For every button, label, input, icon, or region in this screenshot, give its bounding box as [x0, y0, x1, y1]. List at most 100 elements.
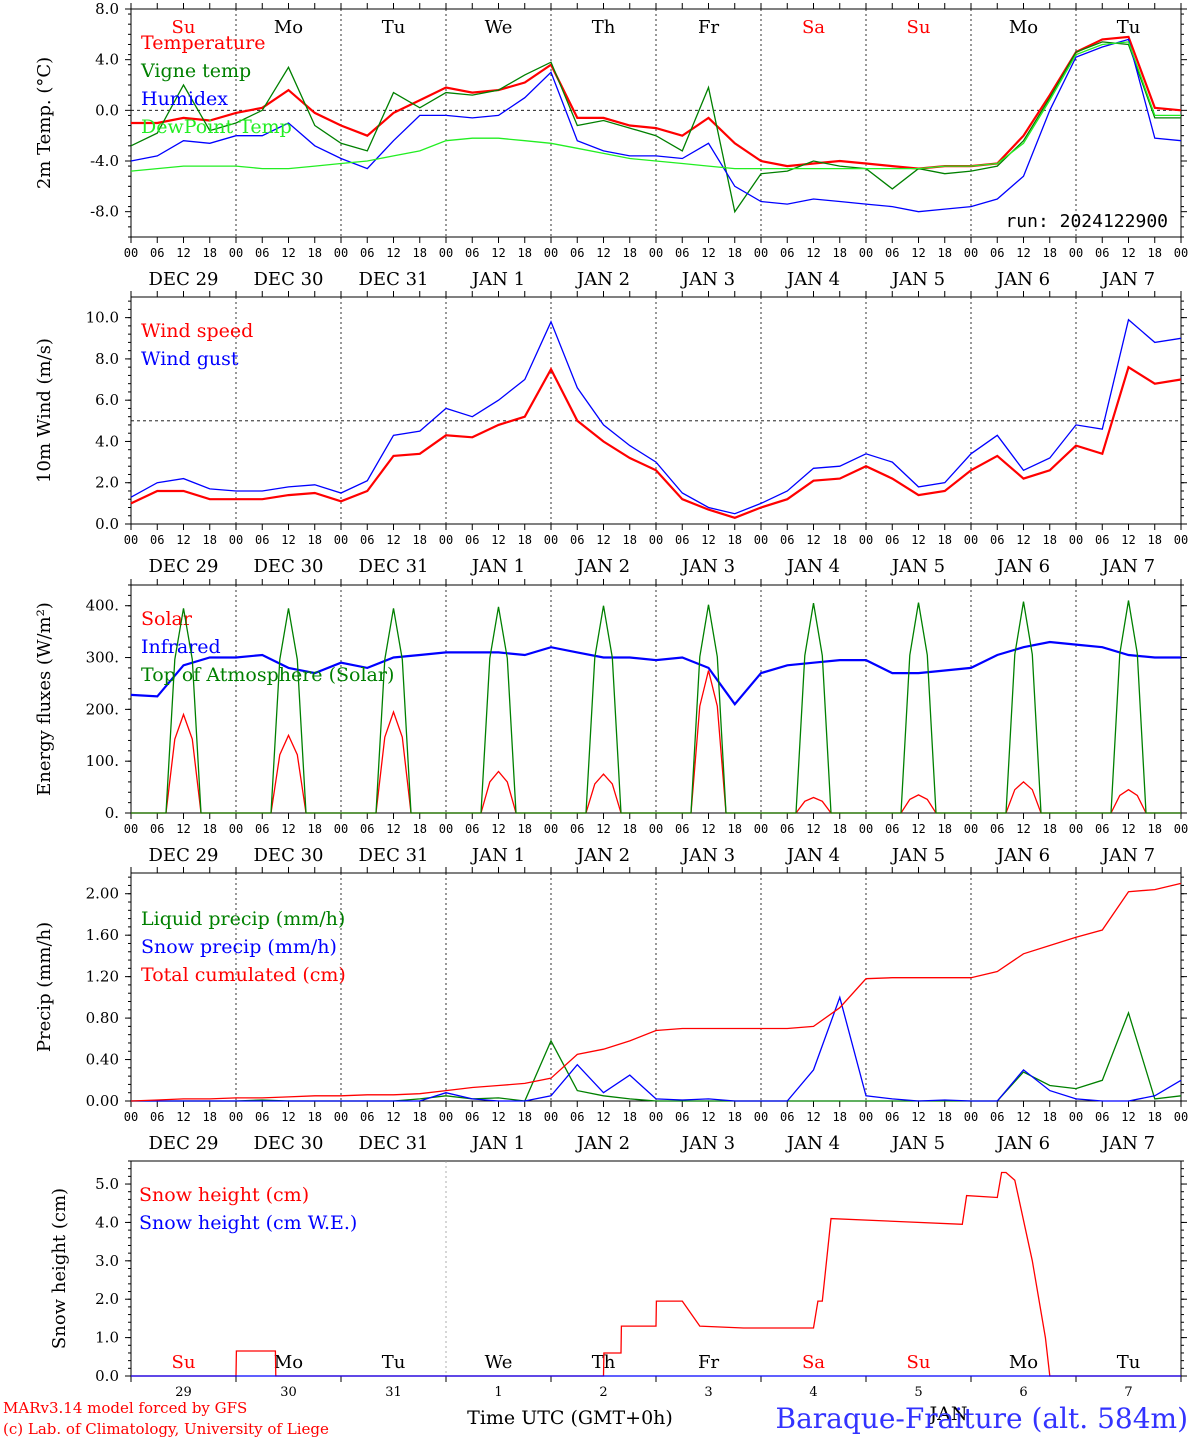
- weekday-label: Fr: [698, 17, 719, 38]
- x-hour-label: 06: [780, 246, 794, 260]
- x-hour-label: 12: [1016, 1110, 1030, 1124]
- x-date-label: DEC 30: [254, 269, 324, 290]
- x-date-label: JAN 4: [785, 269, 840, 290]
- x-hour-label: 00: [964, 822, 978, 836]
- x-hour-label: 18: [938, 822, 952, 836]
- y-tick-label: 0.0: [95, 515, 119, 533]
- y-tick-label: 5.0: [95, 1175, 119, 1193]
- x-hour-label: 00: [124, 822, 138, 836]
- x-hour-label: 00: [229, 533, 243, 547]
- series-line: [131, 35, 1182, 170]
- x-hour-label: 06: [150, 822, 164, 836]
- x-date-label: DEC 31: [359, 556, 429, 577]
- x-hour-label: 00: [1174, 246, 1188, 260]
- x-date-label: JAN 7: [1100, 269, 1155, 290]
- x-hour-label: 12: [806, 246, 820, 260]
- y-axis-title: Snow height (cm): [49, 1188, 70, 1349]
- x-hour-label: 18: [833, 822, 847, 836]
- x-hour-label: 00: [1069, 533, 1083, 547]
- x-hour-label: 12: [701, 246, 715, 260]
- series-line: [131, 995, 1182, 1102]
- x-hour-label: 12: [806, 822, 820, 836]
- weekday-label: Th: [592, 17, 616, 38]
- x-hour-label: 12: [701, 533, 715, 547]
- x-hour-label: 12: [491, 1110, 505, 1124]
- x-hour-label: 00: [649, 822, 663, 836]
- x-day-number: 29: [175, 1385, 192, 1400]
- weekday-label: Su: [907, 17, 931, 38]
- x-hour-label: 18: [623, 1110, 637, 1124]
- x-hour-label: 00: [859, 822, 873, 836]
- x-hour-label: 18: [518, 822, 532, 836]
- x-hour-label: 06: [255, 822, 269, 836]
- x-hour-label: 12: [176, 533, 190, 547]
- y-tick-label: 10.0: [86, 309, 119, 327]
- x-date-label: DEC 29: [149, 556, 219, 577]
- x-hour-label: 12: [1121, 533, 1135, 547]
- x-hour-label: 18: [1043, 246, 1057, 260]
- legend-label: Humidex: [141, 88, 228, 110]
- y-tick-label: 200.: [86, 700, 119, 718]
- x-date-label: JAN 4: [785, 1133, 840, 1154]
- station-name: Baraque-Fraiture (alt. 584m): [776, 1402, 1188, 1435]
- x-day-number: 5: [914, 1385, 922, 1400]
- x-hour-label: 18: [728, 822, 742, 836]
- x-date-label: DEC 30: [254, 845, 324, 866]
- legend-label: Infrared: [141, 636, 221, 658]
- x-hour-label: 18: [623, 533, 637, 547]
- x-hour-label: 06: [990, 533, 1004, 547]
- x-hour-label: 06: [255, 246, 269, 260]
- x-hour-label: 06: [255, 1110, 269, 1124]
- x-hour-label: 00: [439, 1110, 453, 1124]
- weekday-label: Tu: [1117, 17, 1141, 38]
- x-hour-label: 12: [386, 1110, 400, 1124]
- x-hour-label: 00: [1174, 1110, 1188, 1124]
- y-axis-title: 2m Temp. (°C): [34, 57, 55, 189]
- x-hour-label: 00: [649, 246, 663, 260]
- y-axis-title: Precip (mm/h): [34, 922, 55, 1052]
- x-hour-label: 12: [1121, 1110, 1135, 1124]
- y-tick-label: 4.0: [95, 51, 119, 69]
- y-tick-label: 1.60: [86, 926, 119, 944]
- legend-label: Wind speed: [141, 320, 253, 342]
- x-hour-label: 12: [596, 822, 610, 836]
- x-hour-label: 00: [859, 533, 873, 547]
- series-line: [130, 365, 1182, 519]
- legend-label: Snow height (cm W.E.): [139, 1212, 357, 1234]
- x-hour-label: 12: [911, 822, 925, 836]
- x-hour-label: 18: [938, 246, 952, 260]
- x-hour-label: 06: [990, 822, 1004, 836]
- x-hour-label: 12: [911, 1110, 925, 1124]
- weekday-label: Su: [172, 17, 196, 38]
- x-hour-label: 12: [806, 1110, 820, 1124]
- x-hour-label: 18: [1043, 1110, 1057, 1124]
- x-hour-label: 06: [360, 822, 374, 836]
- x-hour-label: 18: [518, 533, 532, 547]
- x-hour-label: 00: [229, 246, 243, 260]
- weekday-label: Su: [172, 1352, 196, 1373]
- x-day-number: 4: [809, 1385, 817, 1400]
- y-tick-label: 1.20: [86, 968, 119, 986]
- x-hour-label: 06: [570, 822, 584, 836]
- x-hour-label: 00: [964, 1110, 978, 1124]
- x-date-label: JAN 5: [890, 845, 945, 866]
- x-hour-label: 18: [1148, 246, 1162, 260]
- x-hour-label: 00: [544, 246, 558, 260]
- x-date-label: JAN 2: [575, 556, 630, 577]
- x-date-label: DEC 29: [149, 845, 219, 866]
- x-hour-label: 12: [491, 822, 505, 836]
- y-tick-label: 300.: [86, 649, 119, 667]
- x-hour-label: 06: [885, 822, 899, 836]
- footer-model: MARv3.14 model forced by GFS: [3, 1399, 247, 1417]
- x-date-label: JAN 5: [890, 269, 945, 290]
- x-hour-label: 00: [439, 822, 453, 836]
- x-hour-label: 06: [255, 533, 269, 547]
- x-date-label: DEC 30: [254, 556, 324, 577]
- x-hour-label: 00: [1174, 533, 1188, 547]
- x-hour-label: 00: [754, 533, 768, 547]
- x-date-label: DEC 31: [359, 269, 429, 290]
- x-hour-label: 06: [465, 246, 479, 260]
- x-hour-label: 12: [386, 822, 400, 836]
- x-hour-label: 06: [1095, 533, 1109, 547]
